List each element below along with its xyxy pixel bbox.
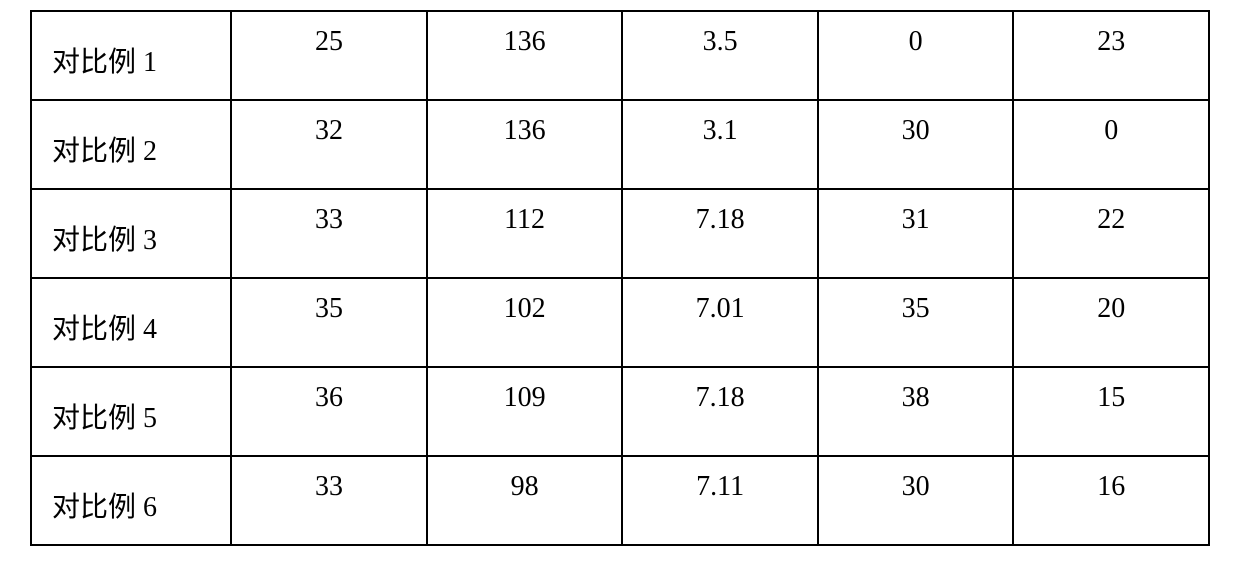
cell: 31	[818, 189, 1014, 278]
cell: 20	[1013, 278, 1209, 367]
table-body: 对比例 1 25 136 3.5 0 23 对比例 2 32 136 3.1 3…	[31, 11, 1209, 545]
cell: 112	[427, 189, 623, 278]
cell: 109	[427, 367, 623, 456]
table-row: 对比例 3 33 112 7.18 31 22	[31, 189, 1209, 278]
cell: 0	[818, 11, 1014, 100]
cell: 35	[818, 278, 1014, 367]
table-row: 对比例 5 36 109 7.18 38 15	[31, 367, 1209, 456]
row-label: 对比例 4	[31, 278, 231, 367]
row-label: 对比例 3	[31, 189, 231, 278]
cell: 7.11	[622, 456, 818, 545]
cell: 30	[818, 100, 1014, 189]
cell: 33	[231, 189, 427, 278]
cell: 3.5	[622, 11, 818, 100]
cell: 7.18	[622, 367, 818, 456]
cell: 36	[231, 367, 427, 456]
cell: 38	[818, 367, 1014, 456]
cell: 15	[1013, 367, 1209, 456]
cell: 23	[1013, 11, 1209, 100]
table-row: 对比例 1 25 136 3.5 0 23	[31, 11, 1209, 100]
data-table: 对比例 1 25 136 3.5 0 23 对比例 2 32 136 3.1 3…	[30, 10, 1210, 546]
cell: 25	[231, 11, 427, 100]
table-row: 对比例 4 35 102 7.01 35 20	[31, 278, 1209, 367]
row-label: 对比例 1	[31, 11, 231, 100]
cell: 3.1	[622, 100, 818, 189]
cell: 102	[427, 278, 623, 367]
cell: 98	[427, 456, 623, 545]
cell: 136	[427, 100, 623, 189]
cell: 30	[818, 456, 1014, 545]
table-row: 对比例 6 33 98 7.11 30 16	[31, 456, 1209, 545]
cell: 35	[231, 278, 427, 367]
cell: 32	[231, 100, 427, 189]
cell: 22	[1013, 189, 1209, 278]
row-label: 对比例 5	[31, 367, 231, 456]
cell: 7.18	[622, 189, 818, 278]
cell: 16	[1013, 456, 1209, 545]
cell: 7.01	[622, 278, 818, 367]
cell: 136	[427, 11, 623, 100]
cell: 33	[231, 456, 427, 545]
row-label: 对比例 6	[31, 456, 231, 545]
cell: 0	[1013, 100, 1209, 189]
row-label: 对比例 2	[31, 100, 231, 189]
table-row: 对比例 2 32 136 3.1 30 0	[31, 100, 1209, 189]
